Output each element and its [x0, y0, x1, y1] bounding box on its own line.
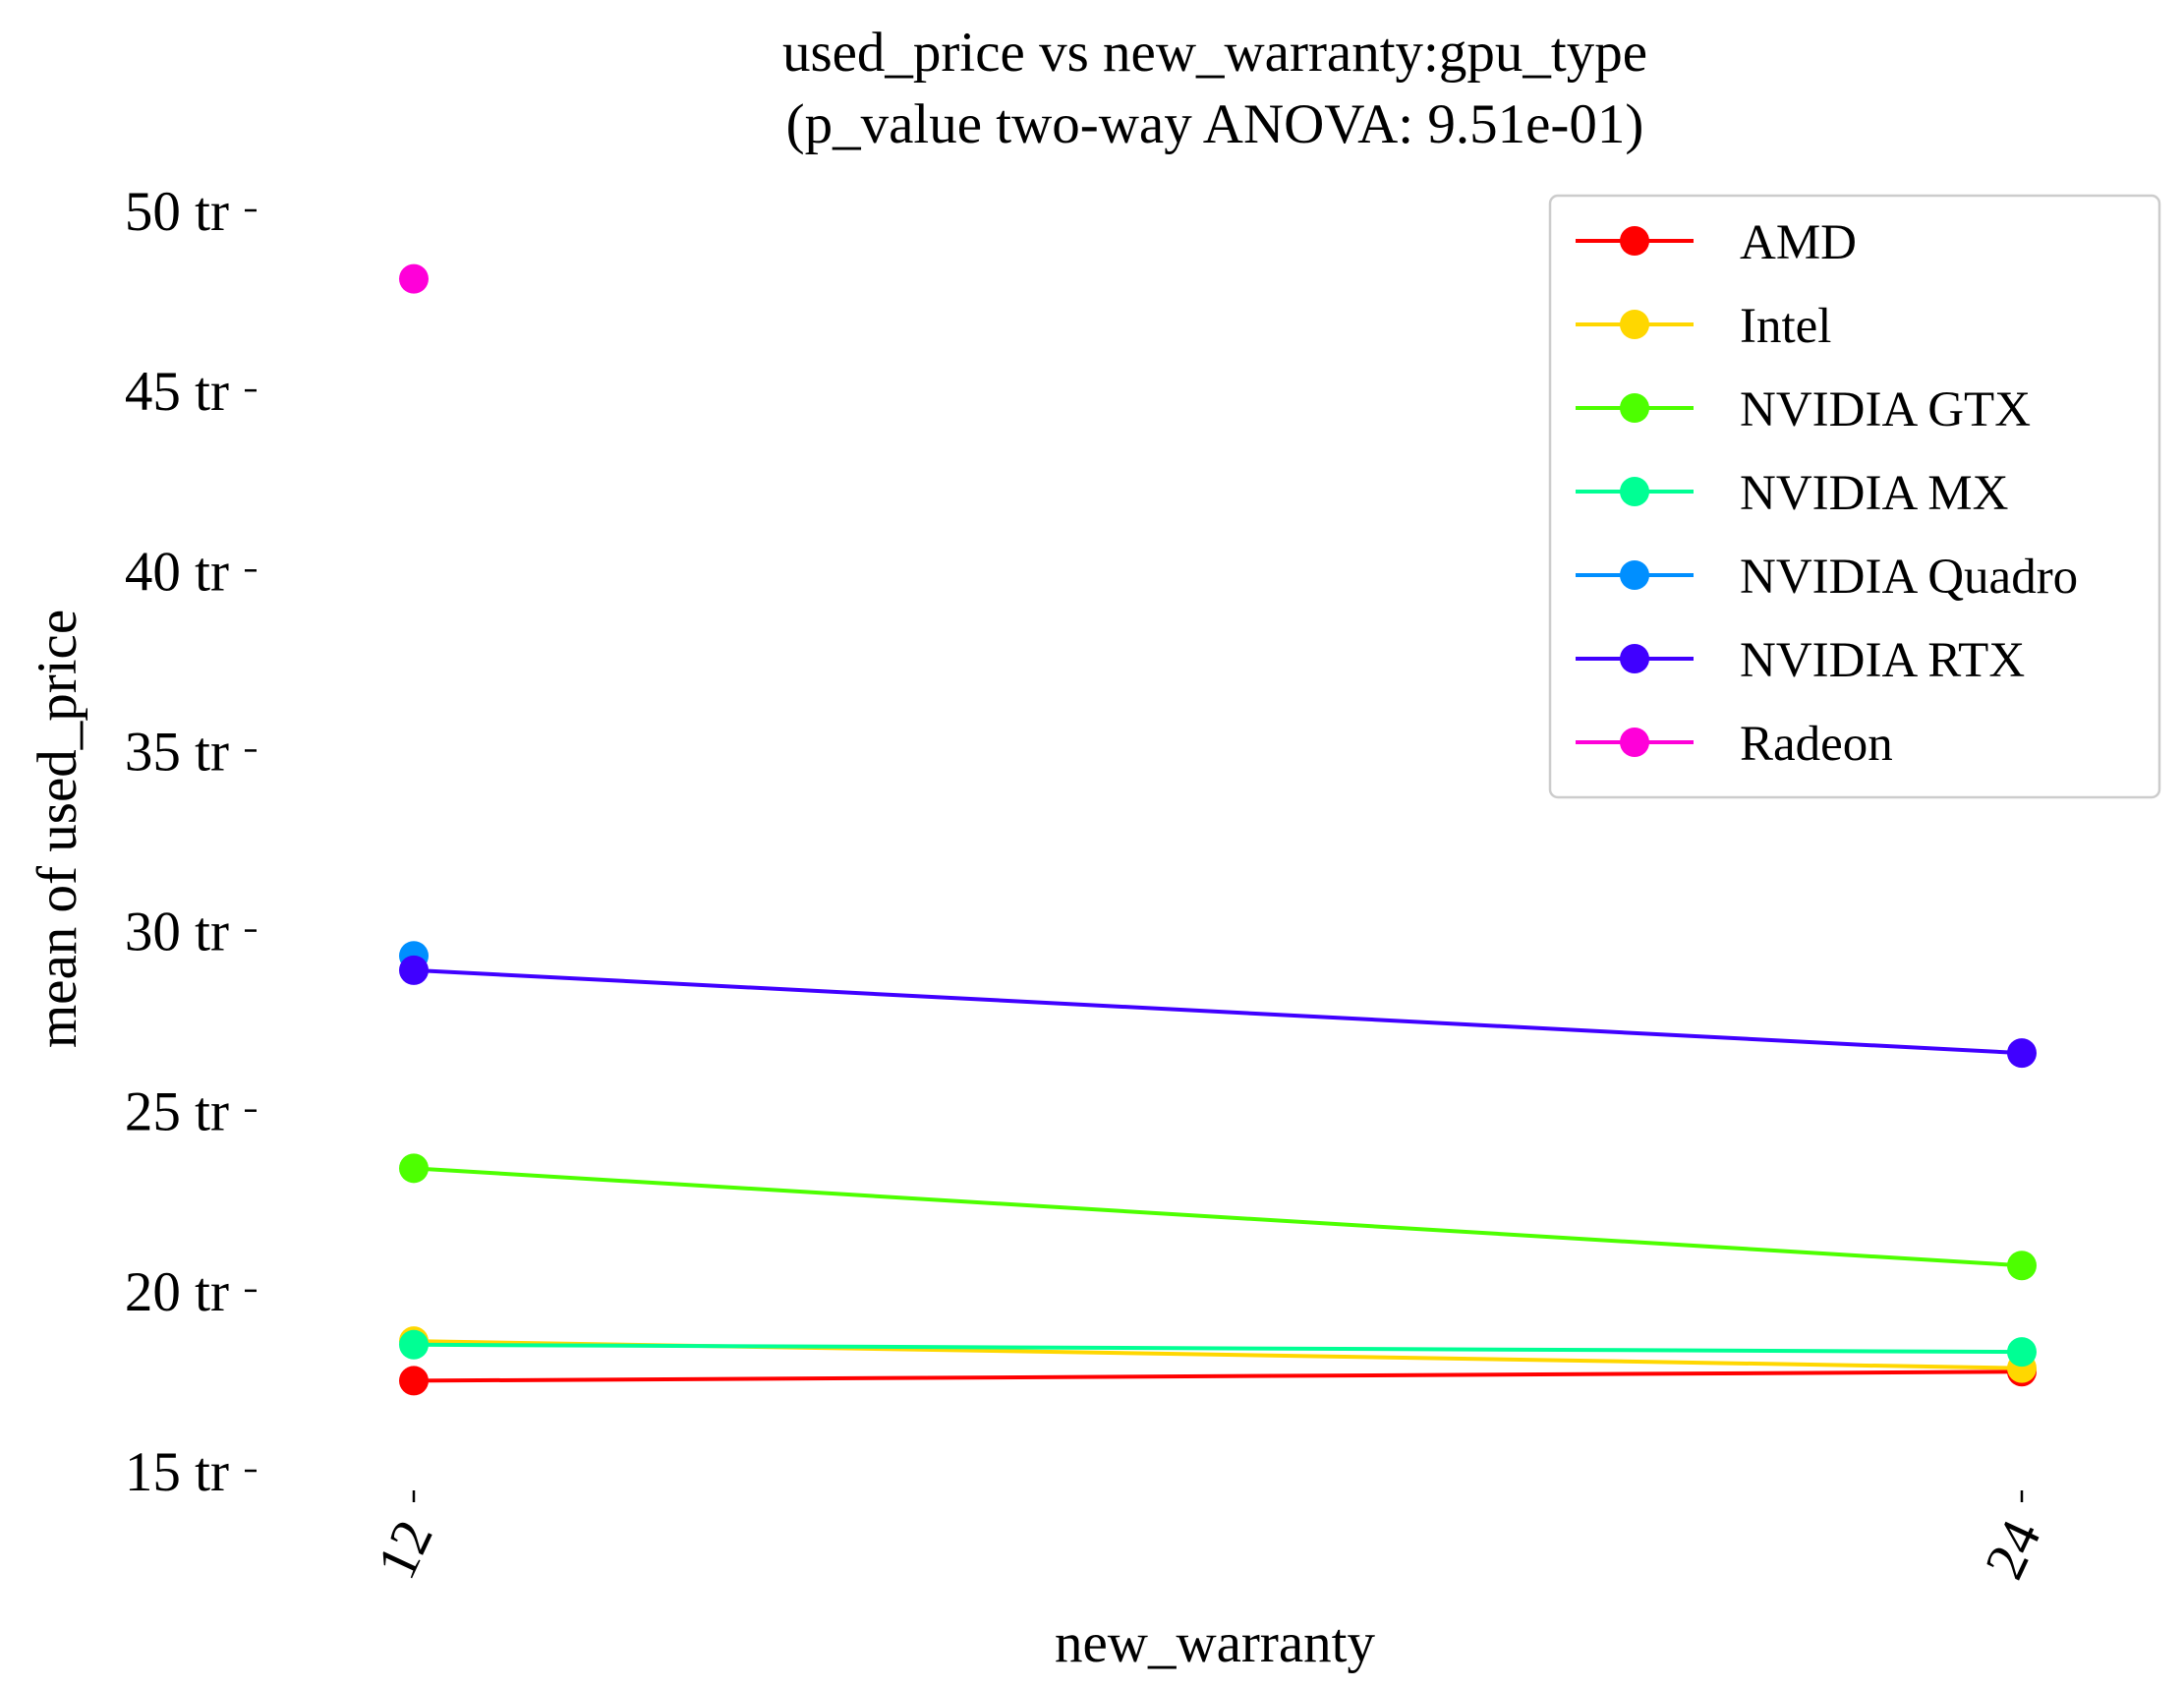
series-nvidia-mx: [399, 1329, 2037, 1368]
series-nvidia-rtx: [399, 955, 2037, 1069]
data-point: [399, 1153, 429, 1184]
data-point: [2007, 1038, 2037, 1069]
chart-title-line-2: (p_value two-way ANOVA: 9.51e-01): [786, 93, 1644, 155]
legend-item: NVIDIA GTX: [1576, 382, 2031, 437]
y-tick-label: 35 tr: [125, 721, 229, 783]
legend-label: NVIDIA RTX: [1740, 633, 2025, 688]
series-radeon: [399, 263, 429, 294]
legend-label: Radeon: [1740, 717, 1893, 772]
data-point: [399, 1366, 429, 1396]
legend-item: NVIDIA RTX: [1576, 633, 2025, 688]
legend-label: NVIDIA GTX: [1740, 382, 2031, 437]
y-tick-label: 50 tr: [125, 181, 229, 243]
y-tick-label: 25 tr: [125, 1081, 229, 1143]
legend-marker: [1620, 477, 1649, 506]
data-point: [399, 263, 429, 294]
legend-item: NVIDIA Quadro: [1576, 550, 2078, 605]
legend-frame: [1548, 194, 2161, 799]
x-axis-label: new_warranty: [1055, 1612, 1376, 1674]
series-line: [413, 1166, 2023, 1268]
legend-item: NVIDIA MX: [1576, 466, 2008, 521]
legend-label: AMD: [1740, 215, 1857, 270]
series-line: [413, 967, 2023, 1056]
legend-marker: [1620, 728, 1649, 757]
y-tick-label: 20 tr: [125, 1261, 229, 1323]
chart-title-line-1: used_price vs new_warranty:gpu_type: [782, 22, 1647, 84]
y-tick-label: 40 tr: [125, 541, 229, 603]
legend-item: Radeon: [1576, 717, 1893, 772]
series-line: [413, 1342, 2023, 1355]
data-point: [2007, 1251, 2037, 1281]
y-tick-label: 15 tr: [125, 1441, 229, 1503]
legend-label: Intel: [1740, 299, 1831, 354]
y-axis: 15 tr 20 tr 25 tr 30 tr 35 tr 40 tr 45 tr 50 tr: [125, 181, 257, 1503]
legend-marker: [1620, 393, 1649, 423]
chart-title: used_price vs new_warranty:gpu_type (p_v…: [782, 22, 1647, 155]
data-point: [399, 1329, 429, 1360]
y-tick-label: 30 tr: [125, 902, 229, 963]
y-axis-label: mean of used_price: [27, 610, 88, 1048]
data-point: [2007, 1337, 2037, 1368]
legend-marker: [1620, 644, 1649, 673]
series-line: [413, 1369, 2023, 1383]
legend-item: AMD: [1576, 215, 1857, 270]
legend-label: NVIDIA Quadro: [1740, 550, 2078, 605]
legend-marker: [1620, 560, 1649, 590]
y-tick-label: 45 tr: [125, 361, 229, 423]
legend-marker: [1620, 226, 1649, 256]
legend-label: NVIDIA MX: [1740, 466, 2008, 521]
legend: AMD Intel NVIDIA GTX NVIDIA MX NVIDIA Quadro…: [1548, 194, 2161, 799]
series-nvidia-gtx: [399, 1153, 2037, 1281]
plot-area: [399, 263, 2037, 1396]
legend-item: Intel: [1576, 299, 1831, 354]
x-axis: 12 24: [366, 1490, 2053, 1588]
legend-marker: [1620, 310, 1649, 339]
x-tick-label: 24: [1974, 1511, 2053, 1588]
x-tick-label: 12: [366, 1511, 445, 1588]
data-point: [399, 955, 429, 985]
